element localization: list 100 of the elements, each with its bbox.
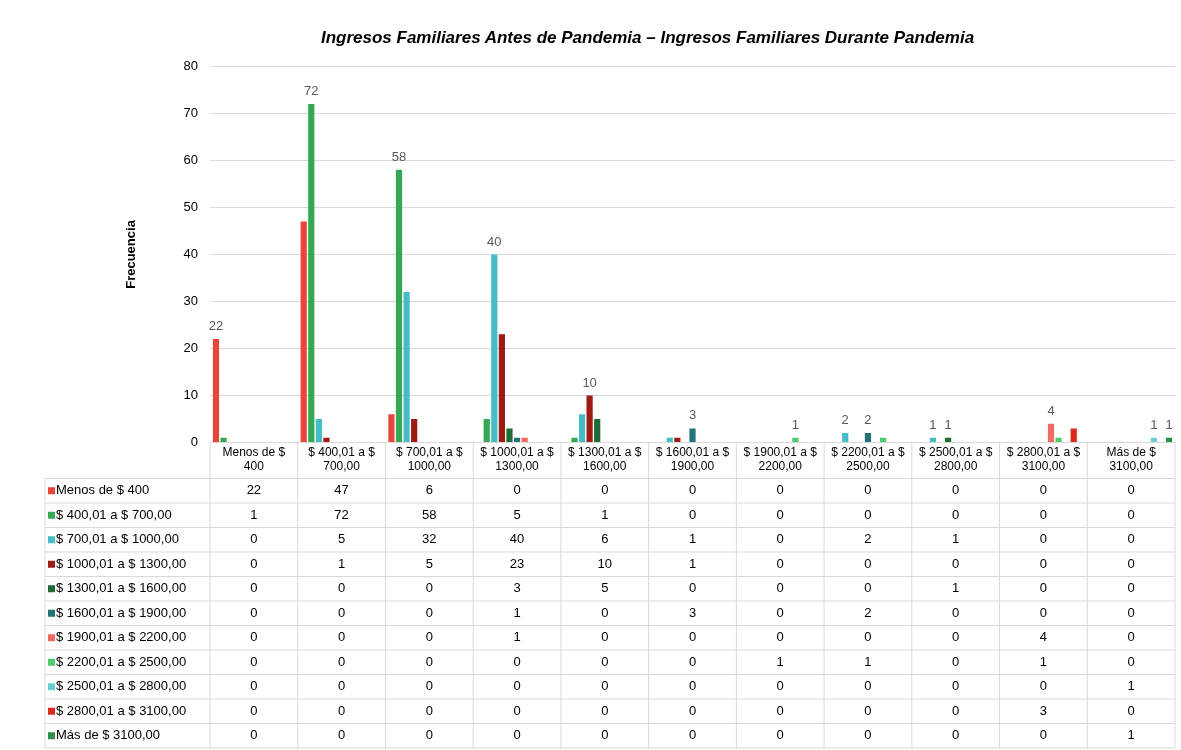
bar — [300, 221, 307, 442]
data-label: 0 — [1039, 531, 1048, 547]
x-tick-label: $ 1300,01 a $ 1600,00 — [568, 445, 642, 474]
annotation: 40 — [487, 233, 502, 249]
bar — [403, 292, 410, 442]
annotation: 1 — [1165, 416, 1173, 432]
data-label: 10 — [597, 555, 613, 571]
annotation: 10 — [582, 374, 597, 390]
bar — [842, 433, 849, 442]
data-label: 2 — [864, 531, 872, 547]
data-label: 1 — [250, 506, 258, 522]
data-label: 0 — [952, 727, 960, 743]
data-label: 0 — [1039, 555, 1048, 571]
data-label: 0 — [1127, 531, 1135, 547]
bar — [212, 339, 220, 442]
data-label: 1 — [1127, 678, 1135, 694]
data-label: 1 — [513, 604, 521, 620]
bar — [1150, 437, 1157, 442]
bar — [323, 437, 330, 442]
data-label: 0 — [601, 702, 609, 718]
data-label: 40 — [509, 531, 525, 547]
y-tick-label: 20 — [183, 340, 198, 356]
data-label: 0 — [864, 678, 872, 694]
bar — [1047, 423, 1055, 442]
data-label: 0 — [250, 531, 258, 547]
data-label: 0 — [1039, 678, 1048, 694]
data-label: 5 — [601, 580, 609, 596]
data-label: 5 — [425, 555, 433, 571]
data-label: 0 — [601, 482, 609, 498]
data-label: 0 — [776, 678, 784, 694]
data-label: 0 — [601, 629, 609, 645]
legend-label: $ 700,01 a $ 1000,00 — [56, 531, 179, 547]
data-label: 0 — [688, 580, 697, 596]
data-label: 0 — [1127, 506, 1135, 522]
x-tick-label: $ 2200,01 a $ 2500,00 — [831, 445, 905, 474]
bar — [929, 437, 937, 442]
data-label: 0 — [337, 678, 346, 694]
data-label: 0 — [952, 555, 960, 571]
data-label: 0 — [513, 702, 521, 718]
data-label: 1 — [952, 531, 960, 547]
data-label: 0 — [250, 555, 258, 571]
data-label: 1 — [601, 506, 609, 522]
y-axis-title: Frecuencia — [123, 219, 139, 289]
data-label: 58 — [422, 506, 437, 522]
legend-label: Más de $ 3100,00 — [56, 727, 161, 743]
legend-label: $ 1000,01 a $ 1300,00 — [56, 555, 187, 571]
data-label: 0 — [688, 678, 697, 694]
data-label: 1 — [688, 555, 697, 571]
y-tick-label: 70 — [183, 104, 198, 120]
data-label: 0 — [513, 727, 521, 743]
data-label: 0 — [425, 604, 433, 620]
data-label: 0 — [952, 653, 960, 669]
bar — [880, 437, 887, 442]
data-label: 0 — [776, 482, 784, 498]
bar — [513, 437, 521, 442]
bar — [689, 428, 696, 442]
legend-label: $ 1900,01 a $ 2200,00 — [56, 629, 187, 645]
data-label: 0 — [864, 580, 872, 596]
bar — [864, 433, 872, 442]
bar — [308, 104, 315, 442]
bar — [594, 418, 601, 442]
bar — [483, 418, 490, 442]
annotation: 72 — [304, 83, 319, 99]
data-label: 0 — [688, 653, 697, 669]
data-label: 2 — [864, 604, 872, 620]
data-label: 3 — [513, 580, 521, 596]
data-label: 0 — [601, 604, 609, 620]
annotation: 2 — [864, 412, 872, 428]
data-label: 0 — [425, 678, 433, 694]
x-tick-label: $ 700,01 a $ 1000,00 — [395, 445, 463, 474]
y-tick-label: 60 — [183, 152, 198, 167]
annotation: 1 — [944, 416, 952, 432]
bar — [315, 418, 322, 442]
data-label: 6 — [425, 482, 433, 498]
data-label: 0 — [337, 702, 346, 718]
data-label: 0 — [1127, 629, 1135, 645]
bar — [571, 437, 578, 442]
data-label: 72 — [334, 506, 349, 522]
y-tick-label: 0 — [190, 434, 198, 450]
data-label: 0 — [337, 580, 346, 596]
data-label: 47 — [334, 482, 349, 498]
bar — [586, 395, 593, 442]
bar — [498, 334, 505, 442]
data-label: 0 — [1039, 604, 1048, 620]
data-label: 0 — [1127, 555, 1135, 571]
data-label: 0 — [688, 629, 697, 645]
data-label: 0 — [864, 727, 872, 743]
legend-label: $ 2500,01 a $ 2800,00 — [56, 678, 187, 694]
chart-title: Ingresos Familiares Antes de Pandemia – Ingresos Familiares Durante Pandemia — [320, 27, 975, 47]
y-tick-label: 80 — [183, 57, 198, 73]
bar — [1055, 437, 1062, 442]
legend-label: Menos de $ 400 — [56, 482, 150, 498]
data-label: 4 — [1039, 629, 1048, 645]
data-label: 3 — [1039, 702, 1048, 718]
data-label: 0 — [250, 702, 258, 718]
data-label: 0 — [776, 580, 784, 596]
annotation: 1 — [791, 416, 799, 432]
data-label: 0 — [1039, 580, 1048, 596]
x-tick-label: $ 2500,01 a $ 2800,00 — [918, 445, 993, 474]
x-tick-label: $ 1900,01 a $ 2200,00 — [743, 445, 818, 474]
